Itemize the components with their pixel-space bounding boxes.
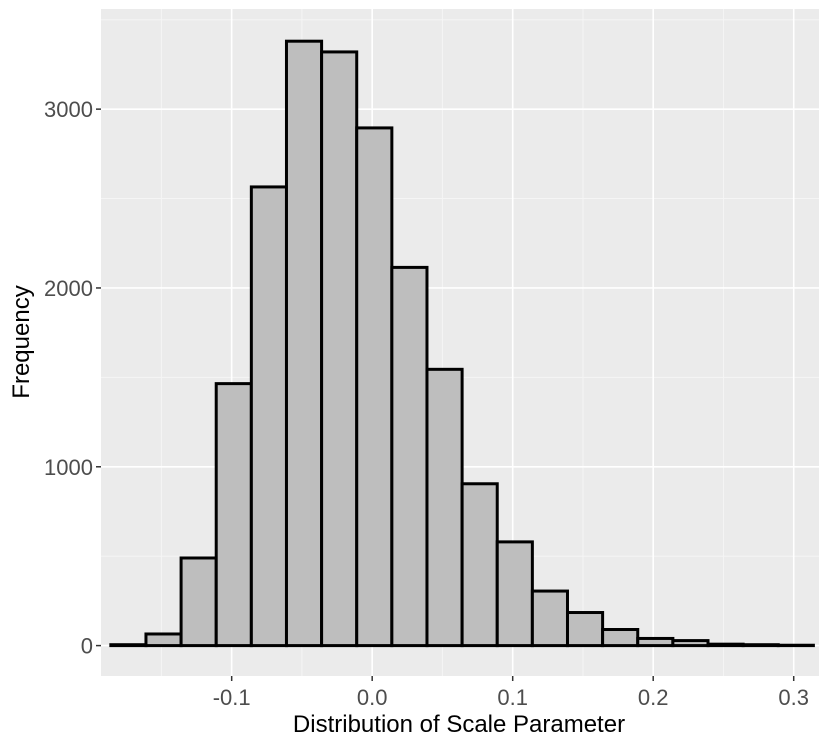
histogram-bars bbox=[109, 39, 815, 648]
y-tick-label: 2000 bbox=[44, 276, 93, 301]
histogram-bar bbox=[530, 589, 569, 648]
histogram-bar bbox=[320, 50, 359, 648]
histogram-bar bbox=[144, 632, 183, 648]
x-tick-label: 0.0 bbox=[357, 685, 388, 710]
histogram-bar bbox=[249, 185, 288, 648]
y-axis-ticks: 0 1000 2000 3000 bbox=[44, 97, 101, 659]
y-axis-title: Frequency bbox=[8, 285, 35, 398]
histogram-bar bbox=[284, 39, 324, 648]
histogram-bar bbox=[741, 643, 780, 648]
y-tick-label: 1000 bbox=[44, 455, 93, 480]
y-tick-label: 3000 bbox=[44, 97, 93, 122]
histogram-bar bbox=[425, 367, 464, 648]
histogram-bar bbox=[109, 643, 148, 648]
y-tick-label: 0 bbox=[81, 634, 93, 659]
histogram-bar bbox=[495, 540, 534, 648]
histogram-bar bbox=[214, 382, 253, 648]
x-tick-label: -0.1 bbox=[213, 685, 251, 710]
histogram-bar bbox=[565, 611, 605, 648]
histogram-bar bbox=[179, 556, 218, 648]
histogram-bar bbox=[671, 639, 710, 648]
histogram-bar bbox=[706, 642, 745, 648]
x-tick-label: 0.3 bbox=[778, 685, 809, 710]
x-axis-ticks: -0.1 0.0 0.1 0.2 0.3 bbox=[213, 676, 809, 710]
histogram-bar bbox=[460, 482, 499, 648]
x-tick-label: 0.2 bbox=[638, 685, 669, 710]
histogram-bar bbox=[390, 265, 429, 648]
histogram-bar bbox=[601, 628, 640, 648]
histogram-bar bbox=[355, 126, 394, 648]
histogram-bar bbox=[636, 636, 675, 648]
x-tick-label: 0.1 bbox=[497, 685, 528, 710]
x-axis-title: Distribution of Scale Parameter bbox=[293, 711, 625, 738]
